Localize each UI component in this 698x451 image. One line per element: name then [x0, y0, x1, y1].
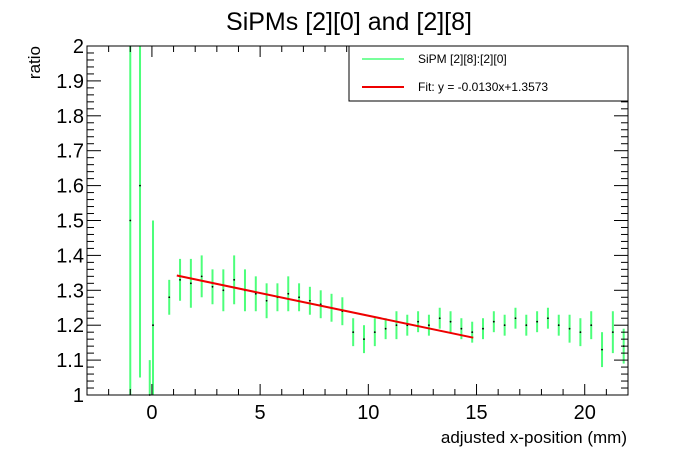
- data-point-10: [233, 278, 236, 281]
- y-tick-label-1.9: 1.9: [56, 71, 84, 93]
- y-tick-label-1.5: 1.5: [56, 211, 84, 233]
- data-point-41: [568, 327, 571, 330]
- data-point-13: [265, 299, 268, 302]
- data-point-0: [129, 219, 132, 222]
- y-tick-label-1.2: 1.2: [56, 315, 84, 337]
- y-tick-label-1.1: 1.1: [56, 350, 84, 372]
- data-point-33: [482, 327, 484, 330]
- y-tick-label-1.6: 1.6: [56, 176, 84, 198]
- data-point-40: [557, 324, 560, 327]
- data-point-35: [503, 324, 506, 327]
- y-tick-label-1.8: 1.8: [56, 106, 84, 128]
- data-point-43: [590, 324, 593, 327]
- y-tick-label-1.4: 1.4: [56, 245, 84, 267]
- data-point-38: [536, 320, 539, 323]
- x-tick-label-5: 5: [255, 402, 266, 424]
- data-point-39: [547, 317, 549, 320]
- data-point-27: [417, 320, 419, 323]
- data-point-36: [514, 317, 517, 320]
- data-point-42: [579, 331, 582, 334]
- data-point-31: [460, 327, 463, 330]
- data-point-37: [525, 324, 528, 327]
- x-tick-label-0: 0: [146, 402, 157, 424]
- data-point-15: [287, 292, 290, 295]
- x-tick-label-15: 15: [465, 402, 487, 424]
- data-point-3: [152, 324, 154, 327]
- data-point-12: [254, 292, 257, 295]
- data-point-25: [395, 324, 398, 327]
- y-tick-label-1.7: 1.7: [56, 141, 84, 163]
- data-point-7: [200, 275, 203, 278]
- x-tick-label-10: 10: [357, 402, 379, 424]
- legend-label-series-1: SiPM [2][8]:[2][0]: [418, 52, 507, 66]
- legend-box: [348, 45, 629, 102]
- y-tick-label-1.3: 1.3: [56, 280, 84, 302]
- data-point-8: [211, 285, 214, 288]
- fit-line: [176, 274, 474, 339]
- data-point-9: [222, 289, 225, 292]
- data-point-4: [168, 296, 171, 299]
- y-tick-label-1: 1: [73, 385, 84, 407]
- chart-title: SiPMs [2][0] and [2][8]: [226, 8, 472, 36]
- data-point-1: [139, 184, 141, 187]
- data-point-30: [449, 320, 452, 323]
- data-point-34: [492, 320, 495, 323]
- data-point-5: [179, 278, 181, 281]
- data-point-45: [611, 331, 614, 334]
- data-point-21: [352, 331, 355, 334]
- x-axis-label: adjusted x-position (mm): [441, 428, 627, 447]
- data-point-32: [471, 331, 474, 334]
- data-point-23: [373, 331, 376, 334]
- axes-layer: 0 5 10 15 20 1 1.1 1.2 1.3 1.4 1.5 1.6 1.7 1.8 1.9 2: [56, 36, 629, 424]
- legend: SiPM [2][8]:[2][0] Fit: y = -0.0130x+1.3…: [348, 45, 629, 102]
- data-point-22: [363, 338, 365, 341]
- y-tick-label-2: 2: [73, 36, 84, 58]
- data-point-6: [189, 282, 192, 285]
- y-axis-label: ratio: [25, 46, 44, 79]
- data-point-44: [601, 348, 603, 351]
- legend-label-series-2: Fit: y = -0.0130x+1.3573: [418, 80, 548, 94]
- x-tick-label-20: 20: [574, 402, 596, 424]
- data-point-28: [428, 324, 430, 327]
- data-point-24: [384, 327, 387, 330]
- data-point-29: [438, 317, 441, 320]
- data-point-16: [298, 296, 300, 299]
- data-point-17: [308, 299, 311, 302]
